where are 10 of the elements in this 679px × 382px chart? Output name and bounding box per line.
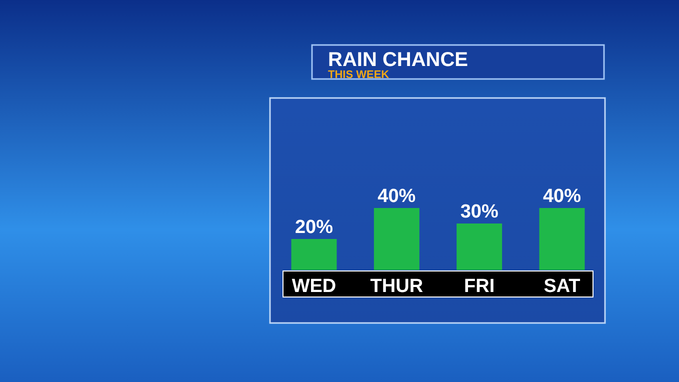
chart-title: RAIN CHANCE — [328, 49, 468, 71]
chart-subtitle: THIS WEEK — [328, 69, 390, 81]
data-label: 30% — [460, 202, 498, 222]
x-tick-label: SAT — [544, 276, 581, 297]
x-tick-label: FRI — [464, 276, 495, 297]
data-label: 40% — [542, 186, 582, 207]
data-label: 20% — [294, 217, 334, 238]
x-tick-label: THUR — [370, 276, 424, 297]
data-label: 40% — [378, 186, 416, 207]
x-tick-label: WED — [292, 276, 336, 297]
